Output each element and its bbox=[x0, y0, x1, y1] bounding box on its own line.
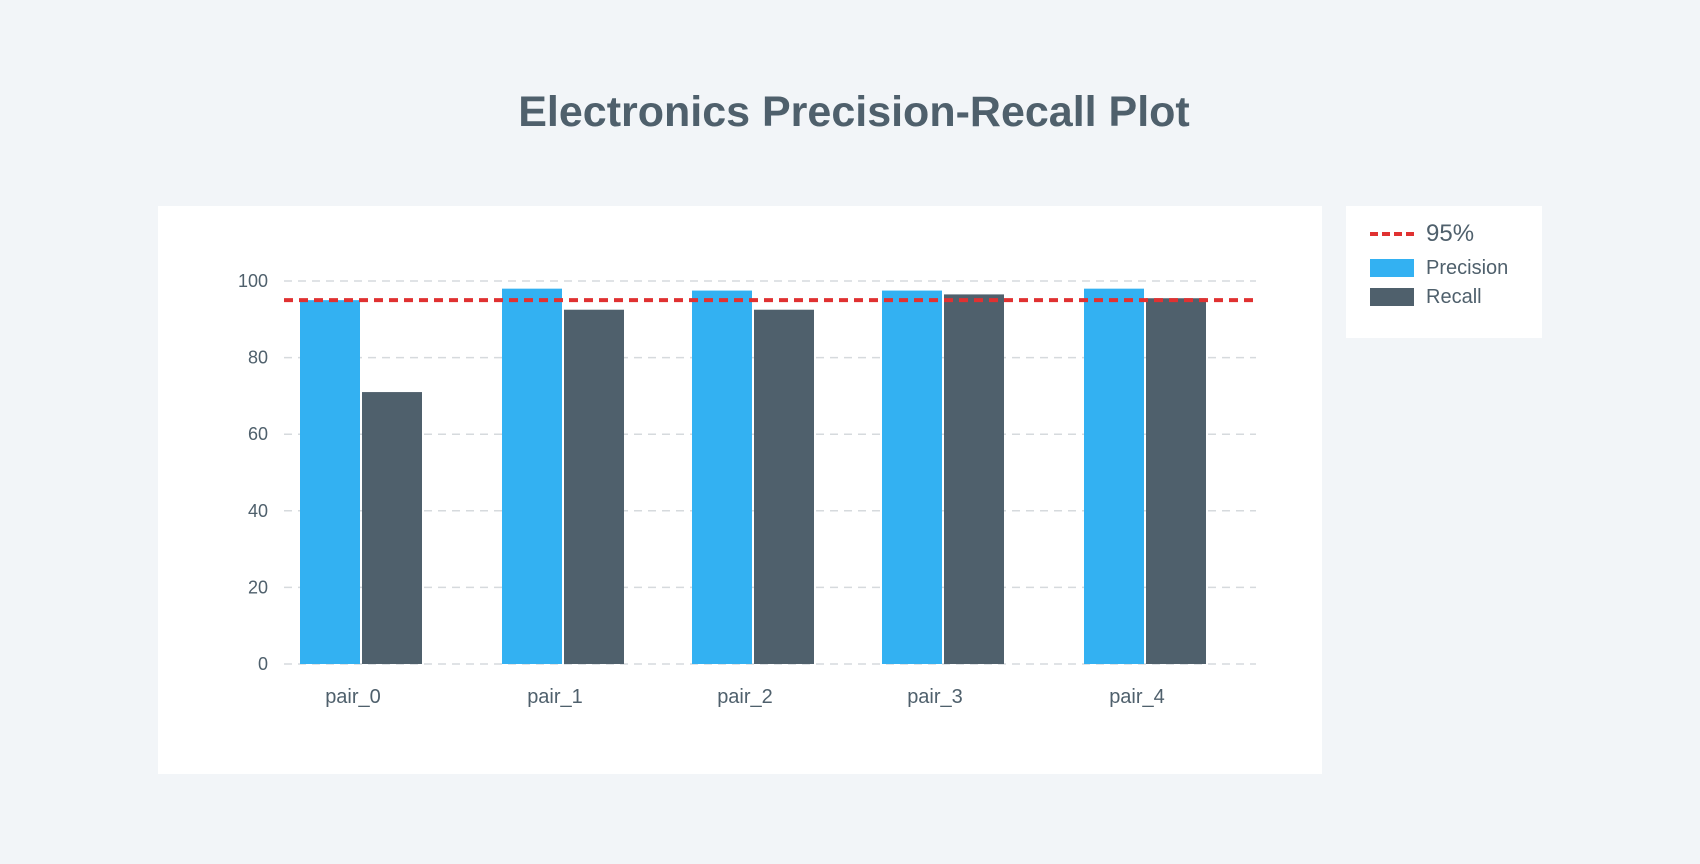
legend-swatch-precision bbox=[1370, 259, 1414, 277]
legend-swatch-reference bbox=[1370, 232, 1414, 236]
grid-lines bbox=[284, 280, 1256, 665]
bars bbox=[300, 288, 1206, 664]
x-axis-categories: pair_0 pair_1 pair_2 pair_3 pair_4 bbox=[325, 686, 1165, 708]
x-category-label: pair_3 bbox=[907, 686, 963, 708]
bar-recall-pair_4 bbox=[1146, 298, 1206, 664]
bar-recall-pair_1 bbox=[564, 309, 624, 664]
bar-precision-pair_2 bbox=[692, 290, 752, 664]
legend-entry-precision: Precision bbox=[1370, 256, 1508, 280]
y-tick-label: 0 bbox=[258, 654, 268, 674]
y-tick-label: 20 bbox=[248, 577, 268, 597]
y-axis-ticks: 0 20 40 60 80 100 bbox=[238, 271, 268, 674]
legend-label-precision: Precision bbox=[1426, 257, 1509, 279]
x-category-label: pair_4 bbox=[1109, 686, 1165, 708]
legend-label-reference: 95% bbox=[1426, 220, 1475, 247]
legend-entry-reference: 95% bbox=[1370, 222, 1474, 246]
x-category-label: pair_2 bbox=[717, 686, 773, 708]
bar-recall-pair_0 bbox=[362, 392, 422, 664]
legend-entry-recall: Recall bbox=[1370, 285, 1482, 309]
y-tick-label: 100 bbox=[238, 271, 268, 291]
plot-panel: 0 20 40 60 80 100 pair_0 pair_1 pair_2 pair_3 pai… bbox=[158, 206, 1322, 774]
bar-precision-pair_0 bbox=[300, 300, 360, 664]
legend-swatch-recall bbox=[1370, 288, 1414, 306]
bar-precision-pair_3 bbox=[882, 290, 942, 664]
y-tick-label: 80 bbox=[248, 348, 268, 368]
bar-precision-pair_4 bbox=[1084, 288, 1144, 664]
y-tick-label: 60 bbox=[248, 424, 268, 444]
y-tick-label: 40 bbox=[248, 501, 268, 521]
legend: 95% Precision Recall bbox=[1346, 206, 1542, 338]
bar-recall-pair_2 bbox=[754, 309, 814, 664]
bar-recall-pair_3 bbox=[944, 294, 1004, 664]
bar-precision-pair_1 bbox=[502, 288, 562, 664]
chart-title: Electronics Precision-Recall Plot bbox=[518, 88, 1190, 136]
x-category-label: pair_1 bbox=[527, 686, 583, 708]
x-category-label: pair_0 bbox=[325, 686, 381, 708]
legend-label-recall: Recall bbox=[1426, 286, 1482, 308]
